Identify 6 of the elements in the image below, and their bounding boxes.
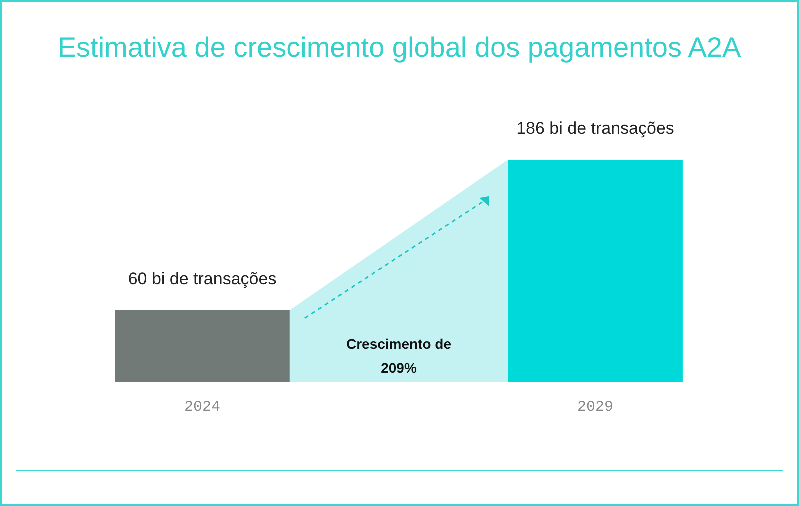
annotation: Crescimento de 209% <box>345 335 453 378</box>
x-tick-label: 2024 <box>184 398 221 416</box>
chart-title: Estimativa de crescimento global dos pagamentos A2A <box>56 32 742 64</box>
data-label: 186 bi de transações <box>516 119 674 138</box>
data-label: 60 bi de transações <box>128 270 277 289</box>
x-tick-label: 2029 <box>577 398 614 416</box>
